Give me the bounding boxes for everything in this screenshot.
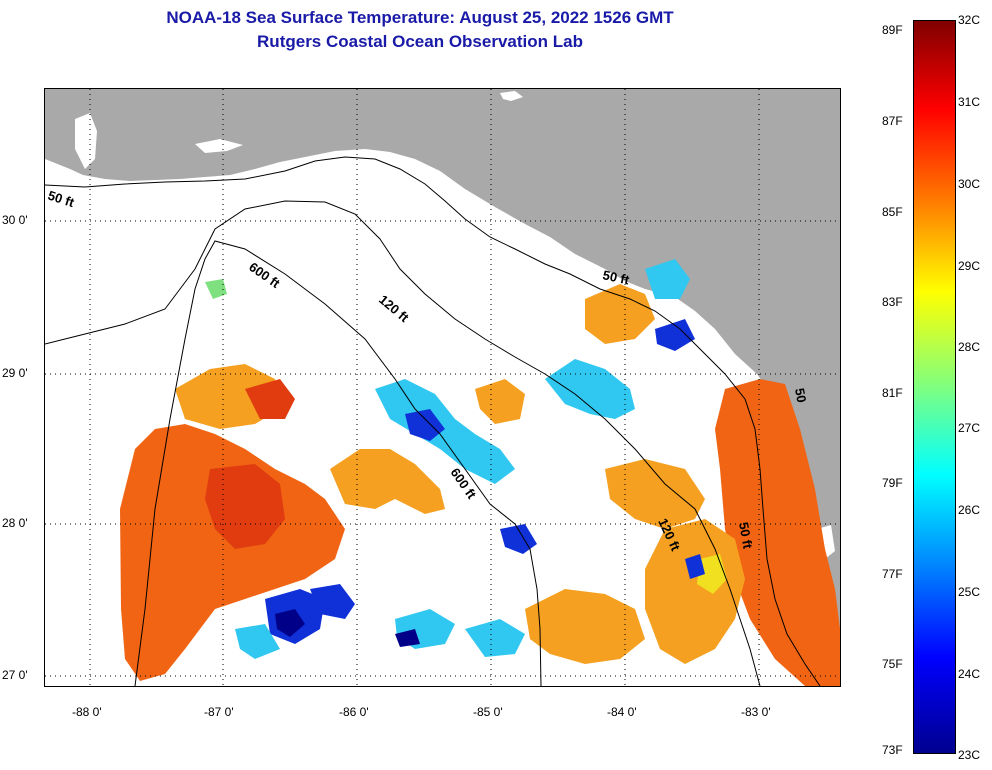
contour-label-50ft-east: 50 ft: [601, 267, 631, 287]
sst-patch-mid: [330, 449, 445, 514]
sst-patch-cyan: [235, 624, 280, 659]
colorbar-f-label: 85F: [882, 205, 903, 219]
colorbar-c-label: 25C: [958, 585, 981, 599]
colorbar-c-label: 32C: [958, 13, 981, 27]
sst-patch-blue: [310, 584, 355, 619]
temperature-colorbar: [913, 20, 956, 754]
sst-patch-cyan: [545, 359, 635, 419]
sst-patch-mid: [585, 284, 655, 344]
colorbar-c-label: 27C: [958, 421, 981, 435]
sst-patch-mid: [475, 379, 525, 424]
x-tick-label: -88 0': [72, 705, 102, 719]
sst-patch-yellow: [697, 554, 727, 594]
sst-patch-navy: [275, 609, 305, 637]
sst-map: 50 ft 600 ft 120 ft 50 ft 600 ft 120 ft …: [44, 88, 841, 687]
colorbar-c-label: 26C: [958, 503, 981, 517]
y-tick-label: 30 0': [2, 213, 28, 227]
y-tick-label: 27 0': [2, 668, 28, 682]
depth-contours: [45, 156, 821, 686]
colorbar-f-label: 79F: [882, 476, 903, 490]
contour-120ft-line: [45, 200, 761, 686]
florida-land: [45, 89, 840, 686]
contour-50ft-line: [45, 156, 821, 686]
contour-label-50ft-south: 50 ft: [736, 521, 756, 551]
contour-label-50-short: 50: [792, 387, 809, 404]
sst-patch-blue: [685, 554, 705, 579]
sst-map-canvas: 50 ft 600 ft 120 ft 50 ft 600 ft 120 ft …: [45, 89, 840, 686]
sst-patch-hot: [245, 379, 295, 419]
colorbar-f-label: 83F: [882, 295, 903, 309]
sst-patch-blue: [405, 409, 445, 441]
sst-patch-mid: [645, 519, 745, 664]
sst-patch-hot: [205, 464, 285, 549]
colorbar-f-label: 73F: [882, 743, 903, 757]
contour-label-120ft: 120 ft: [376, 292, 412, 326]
sst-patches: [120, 259, 840, 686]
colorbar-c-label: 28C: [958, 340, 981, 354]
sst-patch-mid: [605, 459, 705, 529]
sst-patch-cyan: [375, 379, 515, 484]
sst-patch-cyan: [465, 619, 525, 657]
colorbar-c-label: 24C: [958, 667, 981, 681]
colorbar-c-label: 30C: [958, 177, 981, 191]
sst-patch-mid: [525, 589, 645, 664]
map-title: NOAA-18 Sea Surface Temperature: August …: [166, 8, 674, 27]
colorbar-c-label: 31C: [958, 95, 981, 109]
colorbar-f-label: 81F: [882, 386, 903, 400]
y-tick-label: 28 0': [2, 516, 28, 530]
sst-patch-cyan: [205, 279, 227, 299]
sst-patch-warm: [715, 379, 840, 686]
sst-patch-mid: [175, 364, 280, 429]
x-tick-label: -84 0': [607, 705, 637, 719]
colorbar-f-label: 89F: [882, 23, 903, 37]
colorbar-c-label: 29C: [958, 259, 981, 273]
y-tick-label: 29 0': [2, 366, 28, 380]
sst-patch-warm: [120, 424, 345, 681]
map-subtitle: Rutgers Coastal Ocean Observation Lab: [257, 32, 583, 51]
contour-600ft-line: [134, 240, 542, 686]
bay-area: [500, 91, 523, 101]
colorbar-f-label: 87F: [882, 114, 903, 128]
contour-label-600ft-north: 600 ft: [246, 259, 283, 291]
sst-patch-navy: [395, 629, 420, 647]
sst-patch-blue: [500, 524, 537, 554]
sst-patch-blue: [655, 319, 695, 351]
contour-label-50ft-west: 50 ft: [46, 188, 77, 211]
colorbar-f-label: 75F: [882, 657, 903, 671]
colorbar-f-label: 77F: [882, 567, 903, 581]
x-tick-label: -85 0': [473, 705, 503, 719]
x-tick-label: -83 0': [741, 705, 771, 719]
bay-area: [195, 139, 243, 153]
x-tick-label: -87 0': [204, 705, 234, 719]
bay-area: [75, 113, 97, 169]
x-tick-label: -86 0': [339, 705, 369, 719]
sst-patch-cyan: [645, 259, 690, 299]
colorbar-c-label: 23C: [958, 748, 981, 762]
